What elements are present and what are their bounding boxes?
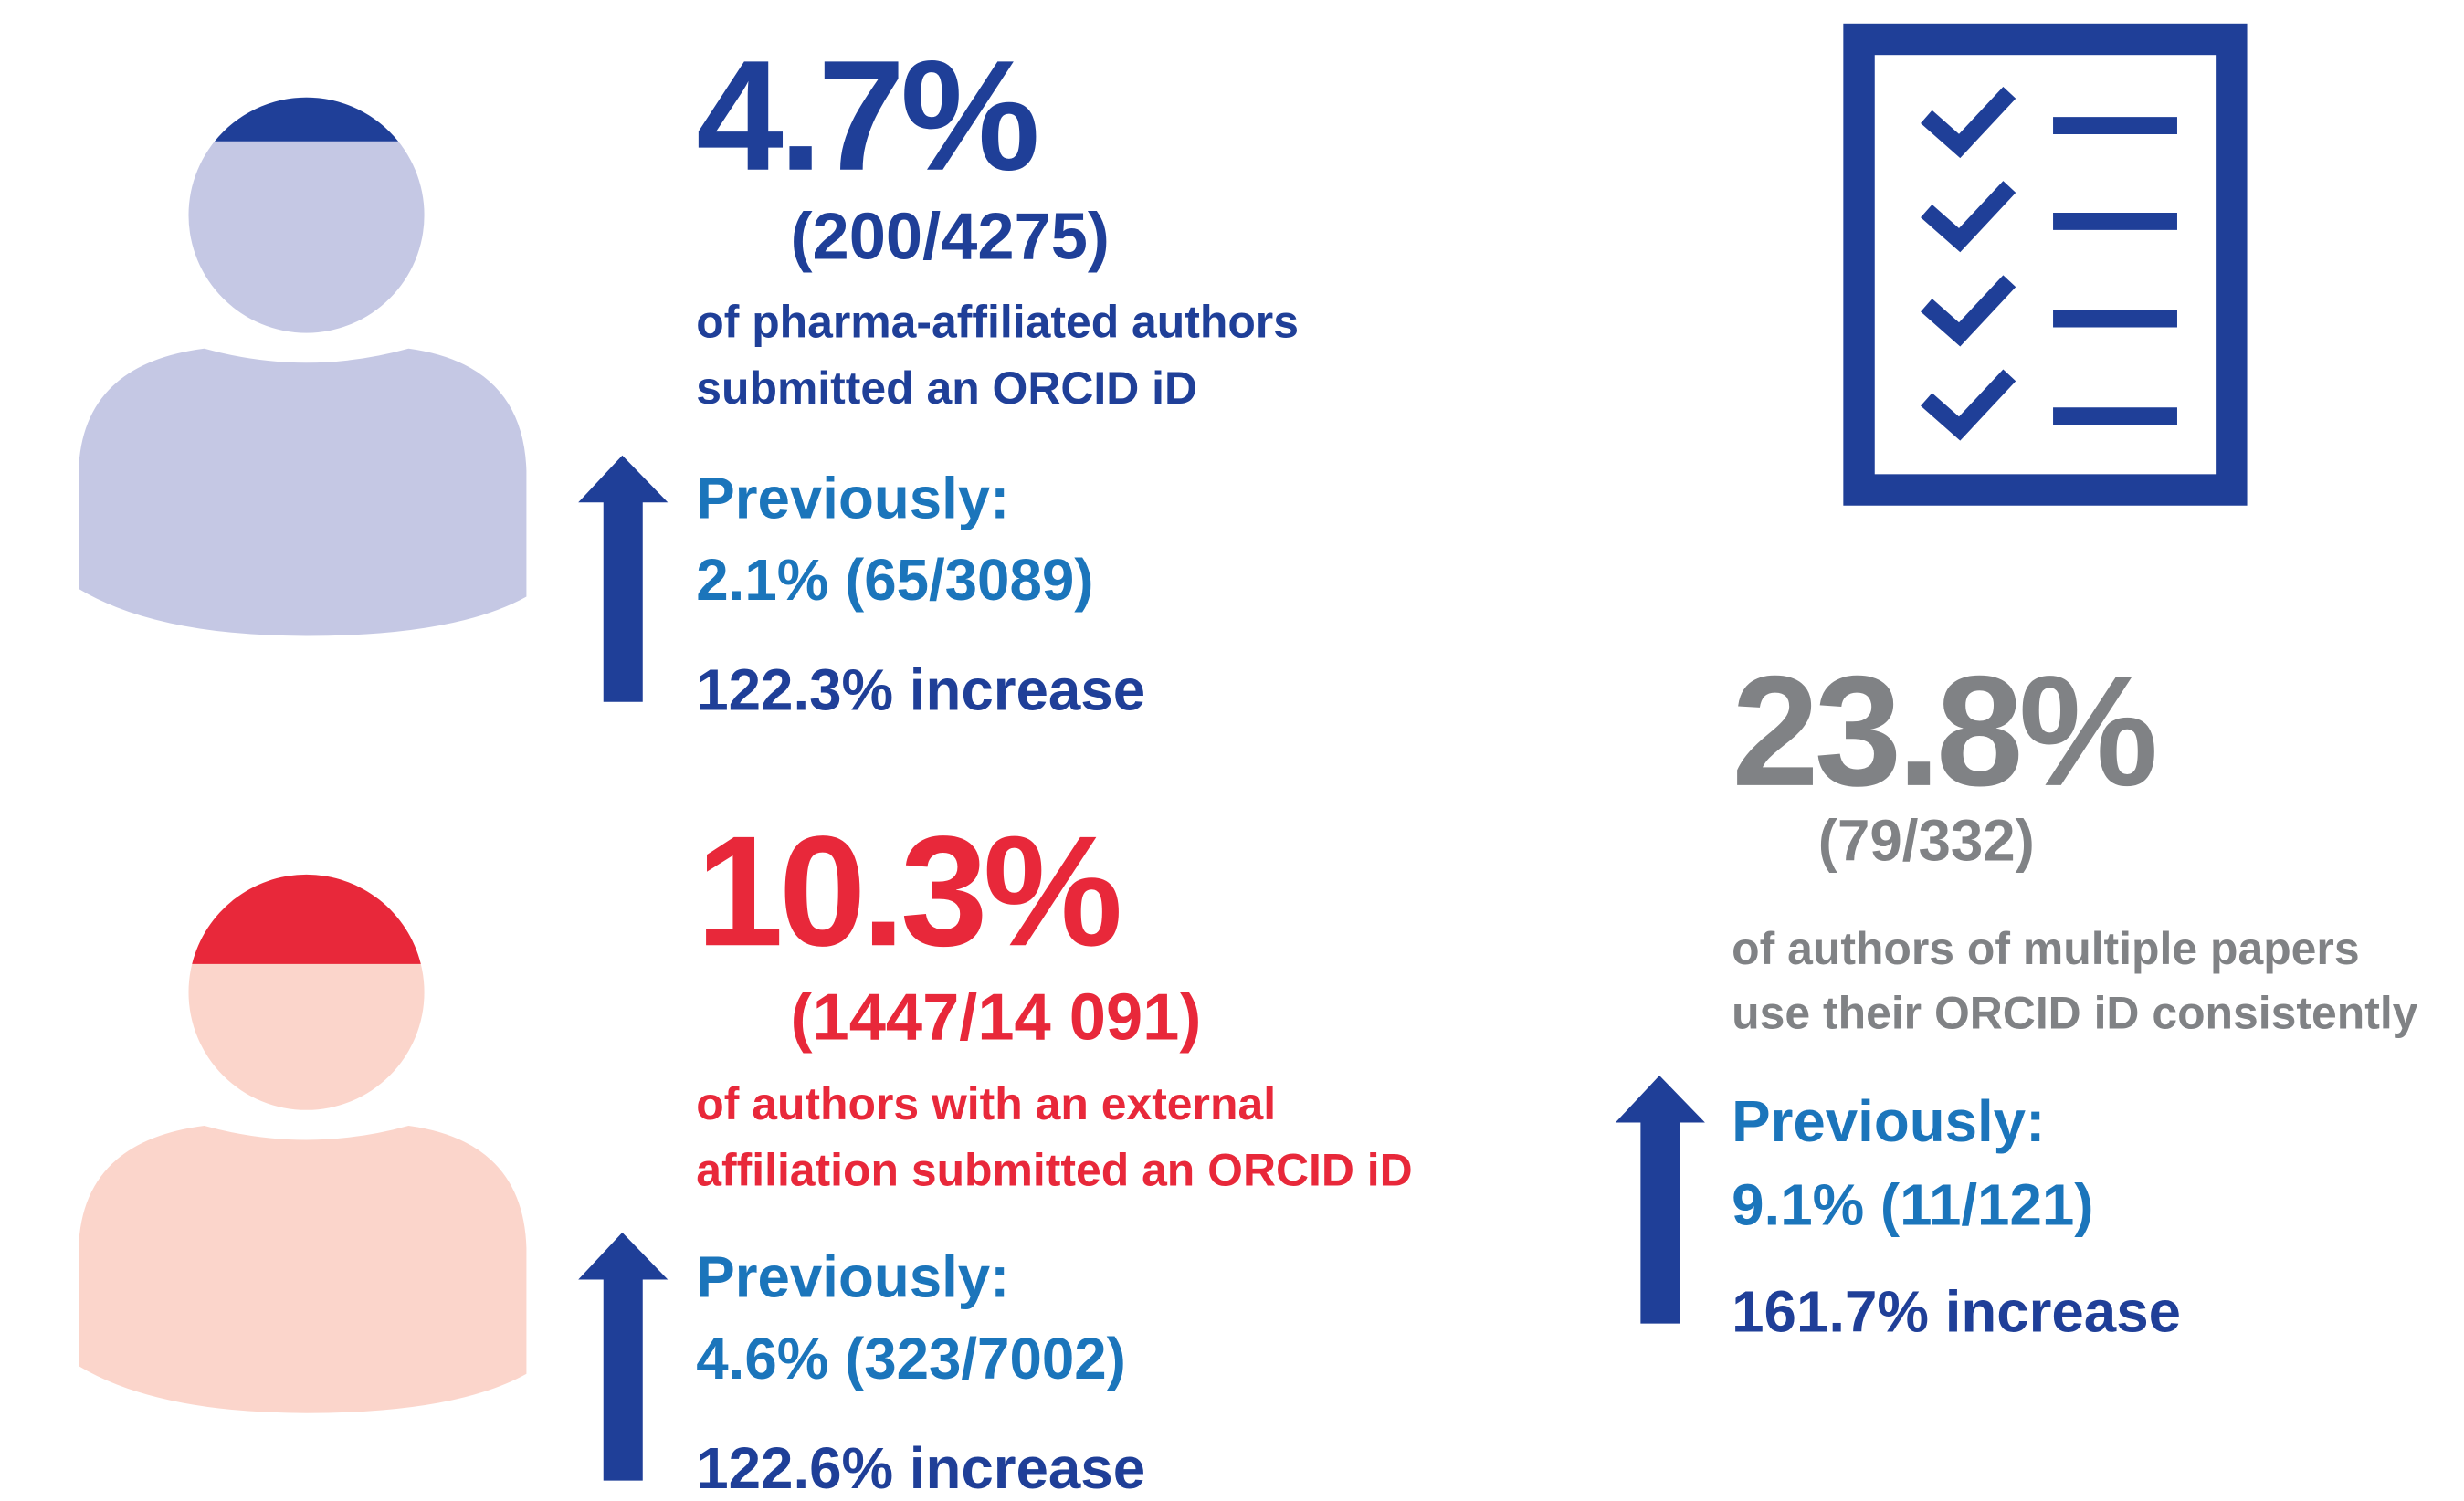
arrow-up [1615,1075,1705,1324]
previously-value: 9.1% (11/121) [1732,1172,2093,1237]
arrow-up [578,455,669,702]
increase: 122.6% increase [696,1436,1145,1501]
fraction: (79/332) [1818,808,2035,873]
person-icon-pharma [79,97,527,636]
percent: 4.7% [696,28,1037,204]
arrow-up [578,1232,669,1481]
previously-label: Previously: [1732,1089,2045,1154]
description: affiliation submitted an ORCID iD [696,1144,1412,1195]
previously-value: 2.1% (65/3089) [696,548,1093,613]
previously-value: 4.6% (323/7002) [696,1327,1126,1391]
increase: 122.3% increase [696,657,1145,722]
previously-label: Previously: [696,467,1009,531]
previously-label: Previously: [696,1244,1009,1309]
person-icon-external [79,874,527,1413]
description: of pharma-affiliated authors [696,297,1299,348]
fraction: (200/4275) [790,201,1110,274]
fraction: (1447/14 091) [790,981,1201,1054]
description: submitted an ORCID iD [696,362,1197,414]
description: of authors of multiple papers [1732,923,2359,974]
description: of authors with an external [696,1078,1276,1129]
percent: 23.8% [1732,644,2154,819]
percent: 10.3% [696,803,1119,979]
checklist-icon [1843,23,2248,506]
increase: 161.7% increase [1732,1279,2181,1344]
description: use their ORCID iD consistently [1732,987,2418,1038]
